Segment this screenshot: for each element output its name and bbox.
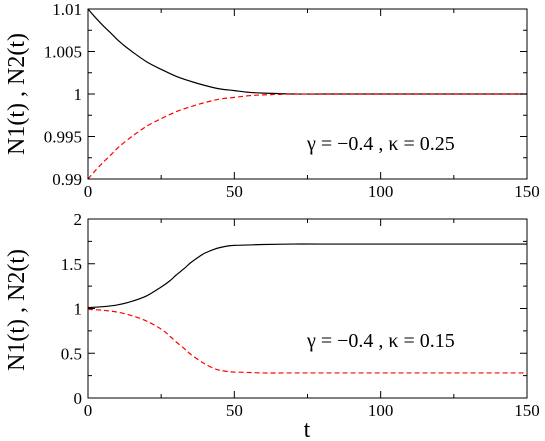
panel-bottom: 0 50 100 150 0 0.5 1 1.5 2 γ = −0.4 , κ = 0.15 N… [4,210,540,441]
x-tick-label: 50 [226,401,243,420]
series-line-solid [88,244,527,308]
x-axis-label: t [304,417,311,441]
panel-top: 0 50 100 150 0.99 0.995 1 1.005 1.01 γ = −0.4 , … [4,0,540,201]
y-tick-label: 1 [74,300,83,319]
y-tick-label: 1.01 [52,0,82,19]
x-tick-label: 0 [84,182,93,201]
x-tick-label: 150 [514,401,540,420]
annotation-bottom: γ = −0.4 , κ = 0.15 [306,330,455,352]
x-tick-label: 100 [368,401,394,420]
x-tick-label: 50 [226,182,243,201]
series-layer [88,244,527,373]
y-axis-label-top: N1(t) , N2(t) [4,33,30,155]
series-line-solid [88,9,527,94]
x-tick-label: 0 [84,401,93,420]
y-axis-label-bottom: N1(t) , N2(t) [4,249,30,371]
y-tick-label: 0.5 [61,344,82,363]
x-tick-label: 100 [368,182,394,201]
y-tick-label: 0.995 [44,128,82,147]
y-tick-label: 2 [74,210,83,229]
y-tick-label: 1.5 [61,255,82,274]
y-tick-label: 0 [74,389,83,408]
y-tick-label: 0.99 [52,170,82,189]
tick-layer: 0 50 100 150 0 0.5 1 1.5 2 [61,210,540,420]
plot-frame [88,219,527,398]
y-tick-label: 1.005 [44,43,82,62]
x-tick-label: 150 [514,182,540,201]
annotation-top: γ = −0.4 , κ = 0.25 [306,133,455,155]
y-tick-label: 1 [74,85,83,104]
tick-layer: 0 50 100 150 0.99 0.995 1 1.005 1.01 [44,0,540,201]
